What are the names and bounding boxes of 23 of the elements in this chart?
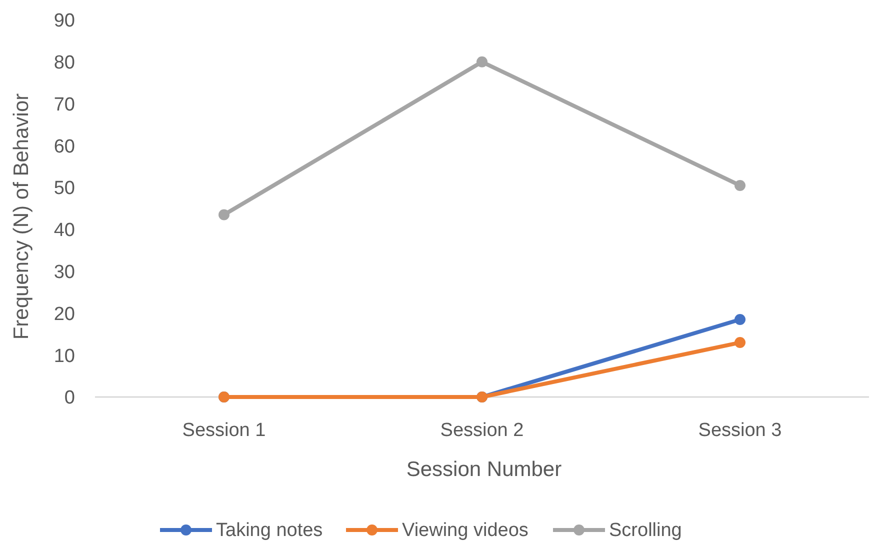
y-tick-label: 70 bbox=[54, 94, 75, 116]
y-axis-title: Frequency (N) of Behavior bbox=[10, 93, 33, 340]
point bbox=[734, 314, 746, 326]
legend-label: Scrolling bbox=[609, 520, 682, 541]
y-tick-label: 40 bbox=[54, 220, 75, 242]
x-axis-title: Session Number bbox=[406, 458, 562, 481]
point bbox=[734, 180, 746, 191]
y-tick-label: 80 bbox=[54, 52, 75, 74]
x-tick-label: Session 2 bbox=[440, 420, 524, 441]
y-tick-label: 30 bbox=[54, 262, 75, 283]
y-tick-label: 90 bbox=[54, 10, 75, 32]
x-tick-label: Session 1 bbox=[182, 420, 266, 441]
y-tick-label: 60 bbox=[54, 136, 75, 158]
point bbox=[218, 209, 230, 220]
y-tick-label: 50 bbox=[54, 178, 75, 200]
legend-label: Taking notes bbox=[216, 520, 323, 541]
y-tick-label: 0 bbox=[64, 388, 75, 409]
legend-label: Viewing videos bbox=[402, 520, 528, 541]
point bbox=[476, 56, 488, 68]
y-tick-label: 10 bbox=[54, 346, 75, 367]
point bbox=[734, 337, 746, 348]
y-tick-label: 20 bbox=[54, 304, 75, 325]
x-tick-label: Session 3 bbox=[698, 420, 782, 441]
